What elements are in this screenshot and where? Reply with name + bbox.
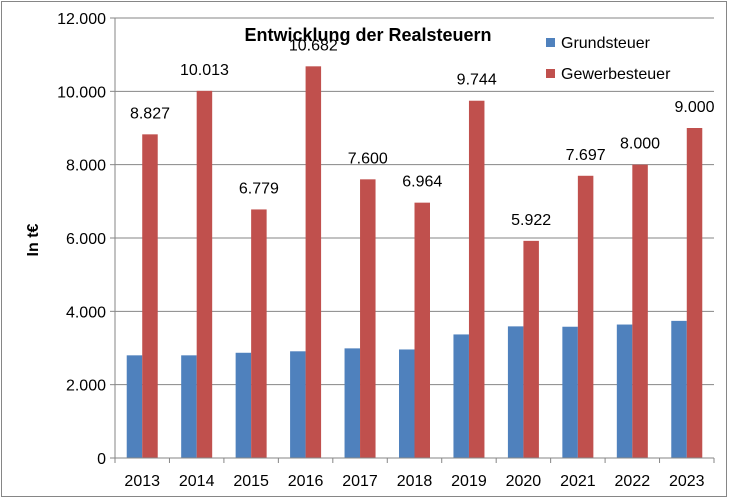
bar-gewerbesteuer [414,202,430,458]
bar-grundsteuer [399,349,415,458]
y-tick-label: 8.000 [66,158,106,175]
gridlines [115,17,714,386]
data-label: 7.600 [348,150,388,167]
legend-swatch [546,69,555,78]
bars [126,66,703,459]
data-label: 9.000 [674,99,714,116]
bar-grundsteuer [453,334,469,458]
legend-swatch [546,38,555,47]
bar-grundsteuer [616,324,633,458]
legend-label: Gewerbesteuer [561,66,671,83]
data-label: 6.964 [402,174,442,191]
x-tick-label: 2014 [179,473,215,490]
x-tick-label: 2020 [506,473,542,490]
y-tick-label: 2.000 [66,378,106,395]
data-label: 8.827 [130,105,170,122]
x-tick-label: 2016 [288,473,324,490]
bar-grundsteuer [181,355,197,458]
y-tick-label: 12.000 [57,11,106,28]
chart-title: Entwicklung der Realsteuern [244,25,491,45]
x-tick-label: 2018 [397,473,433,490]
bar-gewerbesteuer [360,179,376,459]
bar-gewerbesteuer [251,209,267,458]
data-label: 7.697 [566,147,606,164]
bar-grundsteuer [126,355,143,458]
data-labels: 8.827 10.013 6.779 10.682 7.600 6.964 9.744 5.9… [130,37,715,229]
legend: Grundsteuer Gewerbesteuer [546,35,671,83]
bar-gewerbesteuer [686,128,703,458]
x-tick-label: 2022 [615,473,651,490]
bar-grundsteuer [290,351,306,458]
bar-grundsteuer [507,326,524,458]
x-tick-label: 2017 [342,473,378,490]
y-tick-label: 6.000 [66,231,106,248]
bar-gewerbesteuer [632,164,648,458]
data-label: 9.744 [457,72,497,89]
y-tick-labels: 0 2.000 4.000 6.000 8.000 10.000 12.000 [57,11,115,468]
y-tick-label: 10.000 [57,84,106,101]
data-label: 10.682 [289,37,338,54]
bar-gewerbesteuer [523,240,539,458]
legend-label: Grundsteuer [561,35,651,52]
x-tick-label: 2021 [560,473,596,490]
y-tick-label: 0 [97,451,106,468]
bar-gewerbesteuer [196,90,213,459]
bar-gewerbesteuer [142,134,158,459]
bar-grundsteuer [235,352,252,458]
data-label: 6.779 [239,180,279,197]
x-tick-label: 2023 [669,473,705,490]
bar-grundsteuer [344,348,361,458]
x-tick-label: 2015 [233,473,269,490]
y-tick-label: 4.000 [66,304,106,321]
y-axis-title: In t€ [25,223,42,256]
bar-gewerbesteuer [468,100,485,458]
x-tick-labels: 2013 2014 2015 2016 2017 2018 2019 2020 2021 2022… [114,458,715,490]
x-tick-label: 2019 [451,473,487,490]
bar-grundsteuer [671,320,687,458]
data-label: 8.000 [620,136,660,153]
data-label: 10.013 [180,62,229,79]
data-label: 5.922 [511,212,551,229]
bar-gewerbesteuer [577,175,594,458]
bar-grundsteuer [562,326,578,458]
x-tick-label: 2013 [124,473,160,490]
bar-gewerbesteuer [305,66,322,459]
